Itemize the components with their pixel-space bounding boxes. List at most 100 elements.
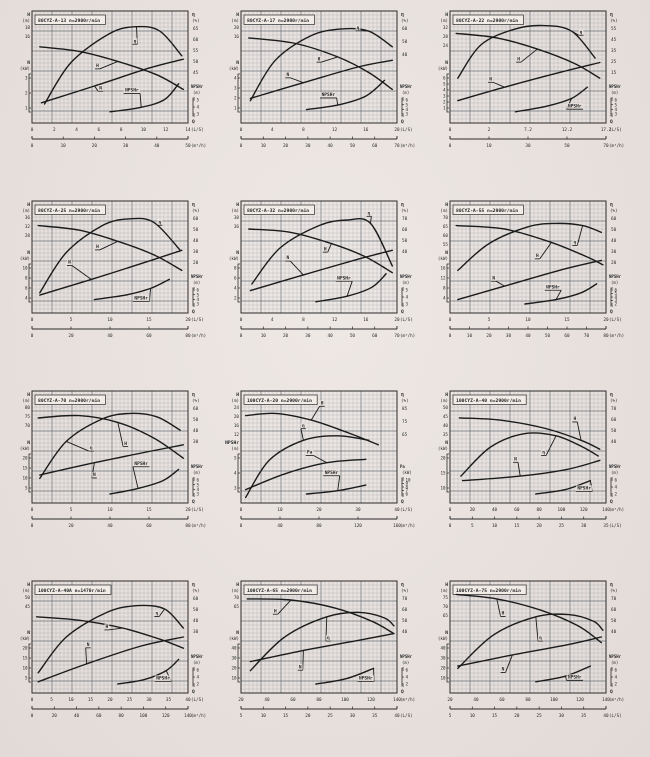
right-axis2-tick: 2: [406, 682, 409, 687]
left-axis2-label: N: [236, 630, 239, 636]
curve-label-NPSHr: NPSHr: [568, 103, 582, 109]
x1-tick: 15: [146, 317, 152, 323]
right-axis-unit: (%): [401, 398, 409, 403]
chart-title: 80CYZ-A-17 n=2900r/min: [247, 18, 309, 24]
left-axis2-tick: 6: [25, 286, 28, 291]
curve-label-leader: [94, 85, 99, 92]
x1-tick: 0: [31, 507, 34, 513]
right-axis2-tick: 2: [615, 492, 618, 497]
x1-tick: 16: [363, 317, 369, 323]
right-axis2-tick: 4: [406, 675, 409, 680]
right-axis2-tick: 4: [197, 297, 200, 302]
curve-label-leader: [370, 216, 372, 224]
right-axis-label: η: [610, 393, 613, 398]
x2-unit: (L/S): [609, 523, 622, 528]
x1-tick: 20: [316, 507, 322, 513]
x1-tick: 100: [550, 697, 558, 703]
left-axis2-tick: 10: [22, 666, 28, 671]
flow-axis-label: Q: [192, 499, 195, 505]
x2-tick: 20: [68, 523, 74, 529]
x1-tick: 2: [53, 127, 56, 133]
curve-H: [455, 224, 604, 266]
x1-unit: (m³/h): [400, 697, 415, 702]
right-axis-tick: 30: [193, 439, 199, 445]
curve-NPSHr: [315, 273, 387, 303]
curve-NPSHr: [535, 665, 592, 683]
right-bracket: [401, 97, 404, 117]
x1-tick: 20: [185, 317, 191, 323]
left-axis2-unit: (m): [231, 446, 239, 451]
x1-unit: (L/S): [191, 127, 204, 132]
left-axis-label: H: [236, 202, 239, 208]
left-axis-tick: 80: [25, 405, 31, 411]
left-axis2-tick: 15: [22, 656, 28, 661]
left-axis2-tick: 16: [440, 266, 446, 271]
right-axis2-unit: (m): [193, 90, 200, 95]
left-bracket: [237, 263, 240, 303]
right-axis-label: η: [610, 203, 613, 208]
pump-performance-chart: 80CYZ-A-25 n=2900r/minH(m)363228N(kW)108…: [20, 200, 206, 339]
curve-label-leader: [576, 225, 584, 246]
grid: [240, 200, 398, 314]
right-axis2-label: NPSHr: [191, 274, 204, 279]
pump-performance-chart: 80CYZ-A-55 n=2900r/minH(m)70656055N(kW)1…: [438, 200, 624, 339]
left-axis-tick: 55: [443, 242, 449, 248]
left-axis2-tick: 1: [443, 106, 446, 111]
left-axis2-unit: (kW): [438, 636, 448, 641]
curve-label-leader: [109, 627, 123, 631]
x2-tick: 25: [328, 713, 334, 719]
x2-tick: 20: [68, 333, 74, 339]
x2-unit: (m³/h): [609, 333, 624, 338]
chart-title: 80CYZ-A-55 n=2900r/min: [456, 208, 518, 214]
right-axis2-tick: 10: [406, 478, 412, 483]
left-axis-tick: 32: [25, 224, 31, 230]
left-axis2-tick: 15: [440, 471, 446, 476]
x2-tick: 100: [140, 713, 148, 719]
right-axis-tick: 50: [611, 618, 617, 624]
curve-label-leader: [576, 421, 582, 441]
curve-label-leader: [337, 475, 341, 491]
curve-label-leader: [535, 616, 539, 642]
x2-tick: 40: [277, 523, 283, 529]
curve-label-leader: [321, 56, 338, 63]
x2-tick: 15: [514, 523, 520, 529]
x2-tick: 20: [514, 713, 520, 719]
left-bracket: [28, 453, 31, 493]
curve-label-η: η: [327, 636, 330, 641]
right-axis-unit: (%): [610, 208, 618, 213]
curve-label-leader: [99, 60, 118, 70]
chart-title: 100CYZ-A-40 n=2900r/min: [456, 398, 521, 404]
pump-performance-chart: 80CYZ-A-17 n=2900r/minH(m)2016N(kW)4321η…: [229, 10, 415, 149]
left-axis2-unit: (kW): [438, 446, 448, 451]
x1-tick: 0: [31, 317, 34, 323]
x2-tick: 30: [123, 143, 129, 149]
curve-η: [43, 25, 183, 105]
x1-tick: 12: [163, 127, 169, 133]
right-axis-tick: 35: [611, 48, 617, 54]
x2-tick: 50: [350, 143, 356, 149]
curve-N: [39, 249, 183, 296]
chart-title: 80CYZ-A-13 n=2900r/min: [38, 18, 100, 24]
curve-η: [39, 412, 181, 480]
left-axis-label: H: [27, 582, 30, 588]
x1-unit: (L/S): [191, 317, 204, 322]
curve-label-η: η: [155, 612, 158, 617]
x1-tick: 6: [98, 127, 101, 133]
right-axis-tick: 40: [611, 439, 617, 445]
left-axis2-tick: 4: [443, 88, 446, 93]
curve-N: [249, 249, 393, 292]
x2-tick: 160: [393, 523, 401, 529]
x2-tick: 20: [92, 143, 98, 149]
chart-title-box: [452, 14, 524, 25]
x1-tick: 0: [31, 127, 34, 133]
chart-title: 100CYZ-A-75 n=2900r/min: [456, 588, 521, 594]
curve-label-N: N: [286, 72, 289, 78]
right-axis2-unit: (m): [611, 470, 618, 475]
right-axis2-label: NPSHr: [191, 84, 204, 89]
chart-80CYZ-A-22: 80CYZ-A-22 n=2900r/min H (m) 32 28 24 N (kW) 6 5 4…: [430, 8, 636, 180]
right-axis2-tick: 7: [406, 488, 409, 493]
x2-tick: 20: [52, 713, 58, 719]
right-axis-tick: 60: [193, 406, 199, 412]
curve-label-leader: [505, 654, 513, 673]
right-axis-label: η: [610, 583, 613, 588]
